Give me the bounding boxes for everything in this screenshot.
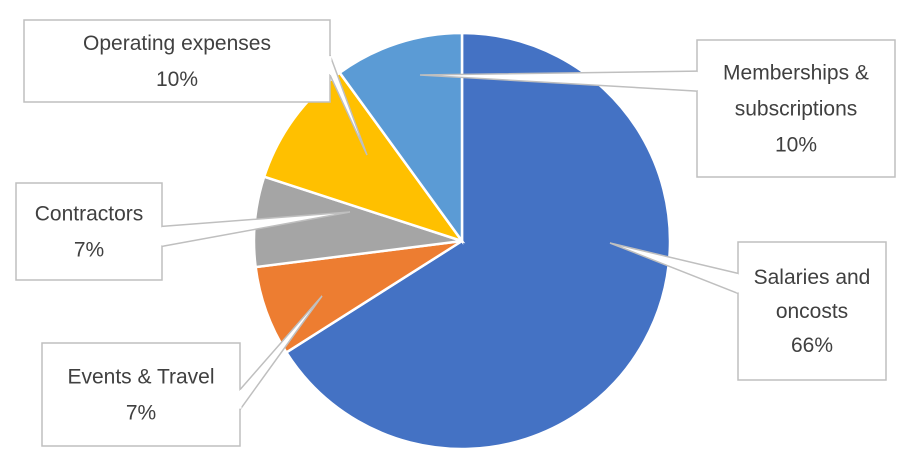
callout-memberships-subscriptions: Memberships & subscriptions 10% <box>419 39 896 178</box>
callout-leader <box>239 295 323 411</box>
data-label-category: Events & Travel <box>67 366 214 389</box>
callout-box <box>41 342 241 447</box>
data-label-category: Operating expenses <box>83 32 271 55</box>
callout-leader <box>329 54 368 156</box>
data-label-category: Salaries and <box>754 266 871 289</box>
callout-salaries-and-oncosts: Salaries and oncosts 66% <box>609 241 887 381</box>
data-label-percent: 66% <box>791 334 833 357</box>
data-label-percent: 10% <box>775 134 817 157</box>
callout-operating-expenses: Operating expenses 10% <box>23 19 368 156</box>
callout-leader <box>609 242 739 295</box>
callout-box <box>696 39 896 178</box>
callout-leader <box>161 211 351 248</box>
pie-slice-salaries-and-oncosts <box>284 31 672 451</box>
pie-slices <box>252 31 672 451</box>
data-label-percent: 7% <box>74 239 104 262</box>
data-label-category: subscriptions <box>735 98 858 121</box>
callout-box <box>737 241 887 381</box>
callout-box <box>23 19 331 103</box>
data-label-percent: 10% <box>156 68 198 91</box>
data-label-category: Memberships & <box>723 62 869 85</box>
callout-leader <box>419 70 698 92</box>
pie-slice-memberships-subscriptions <box>337 31 464 245</box>
data-label-category: Contractors <box>35 203 144 226</box>
callout-events-travel: Events & Travel 7% <box>41 295 323 447</box>
data-label-category: oncosts <box>776 300 848 323</box>
callout-contractors: Contractors 7% <box>15 182 351 281</box>
data-label-percent: 7% <box>126 402 156 425</box>
callout-box <box>15 182 163 281</box>
